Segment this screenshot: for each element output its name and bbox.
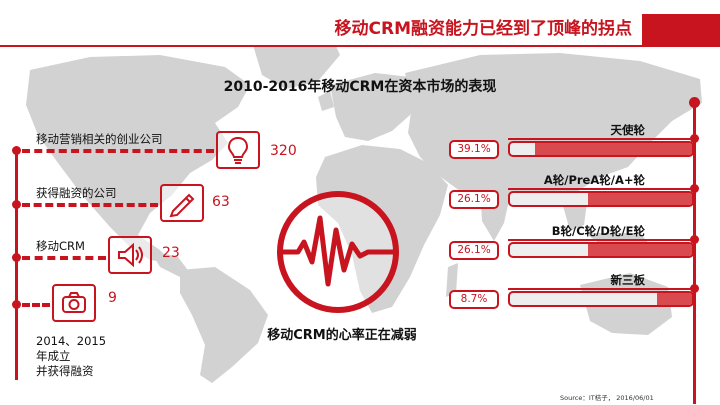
heartbeat-caption: 移动CRM的心率正在减弱 — [267, 328, 417, 343]
stat-label-line: 年成立 — [36, 349, 71, 363]
stat-label-line: 并获得融资 — [36, 364, 94, 378]
round-bar-fill — [657, 293, 692, 305]
round-bar — [508, 242, 694, 258]
stat-bullet — [12, 200, 21, 209]
left-timeline — [15, 150, 18, 380]
stat-label-startups: 移动营销相关的创业公司 — [36, 132, 163, 146]
stat-label-recent: 2014、2015 年成立 并获得融资 — [36, 334, 106, 379]
stat-bullet — [12, 253, 21, 262]
round-label: 新三板 — [610, 273, 646, 287]
heartbeat-icon — [277, 191, 399, 313]
stat-value-funded: 63 — [212, 194, 230, 210]
round-dot — [690, 134, 699, 143]
round-bar-fill — [535, 143, 692, 155]
source-note: Source：IT桔子， 2016/06/01 — [560, 394, 654, 402]
round-bar-fill — [587, 244, 692, 256]
stat-value-startups: 320 — [270, 143, 297, 159]
round-label: A轮/PreA轮/A+轮 — [543, 173, 645, 187]
round-bar — [508, 191, 694, 207]
round-percent: 26.1% — [449, 190, 499, 209]
camera-icon — [52, 284, 96, 322]
round-dot — [690, 184, 699, 193]
round-label: B轮/C轮/D轮/E轮 — [551, 224, 645, 238]
round-dot — [690, 235, 699, 244]
round-percent: 39.1% — [449, 140, 499, 159]
speaker-icon — [108, 236, 152, 274]
stat-bullet — [12, 146, 21, 155]
stat-connector — [22, 256, 106, 260]
round-bar — [508, 291, 694, 307]
header-rule — [0, 45, 642, 47]
round-connector — [508, 138, 696, 140]
round-dot — [690, 284, 699, 293]
stat-value-mobile-crm: 23 — [162, 245, 180, 261]
round-percent: 8.7% — [449, 290, 499, 309]
right-timeline — [693, 104, 696, 404]
round-bar — [508, 141, 694, 157]
stat-label-mobile-crm: 移动CRM — [36, 239, 85, 253]
stat-label-line: 2014、2015 — [36, 334, 107, 348]
round-label: 天使轮 — [610, 123, 646, 137]
stat-connector — [22, 149, 214, 153]
round-connector — [508, 288, 696, 290]
right-timeline-dot — [689, 97, 700, 108]
round-connector — [508, 239, 696, 241]
header-accent-block — [642, 14, 720, 47]
section-subtitle: 2010-2016年移动CRM在资本市场的表现 — [223, 79, 497, 95]
stat-bullet — [12, 300, 21, 309]
pencil-icon — [160, 184, 204, 222]
stat-value-recent: 9 — [108, 290, 117, 306]
stat-label-funded: 获得融资的公司 — [36, 186, 117, 200]
lightbulb-icon — [216, 131, 260, 169]
round-percent: 26.1% — [449, 241, 499, 260]
round-bar-fill — [587, 193, 692, 205]
page-title: 移动CRM融资能力已经到了顶峰的拐点 — [334, 19, 632, 39]
round-connector — [508, 188, 696, 190]
stat-connector — [22, 203, 158, 207]
stat-connector — [22, 303, 50, 307]
